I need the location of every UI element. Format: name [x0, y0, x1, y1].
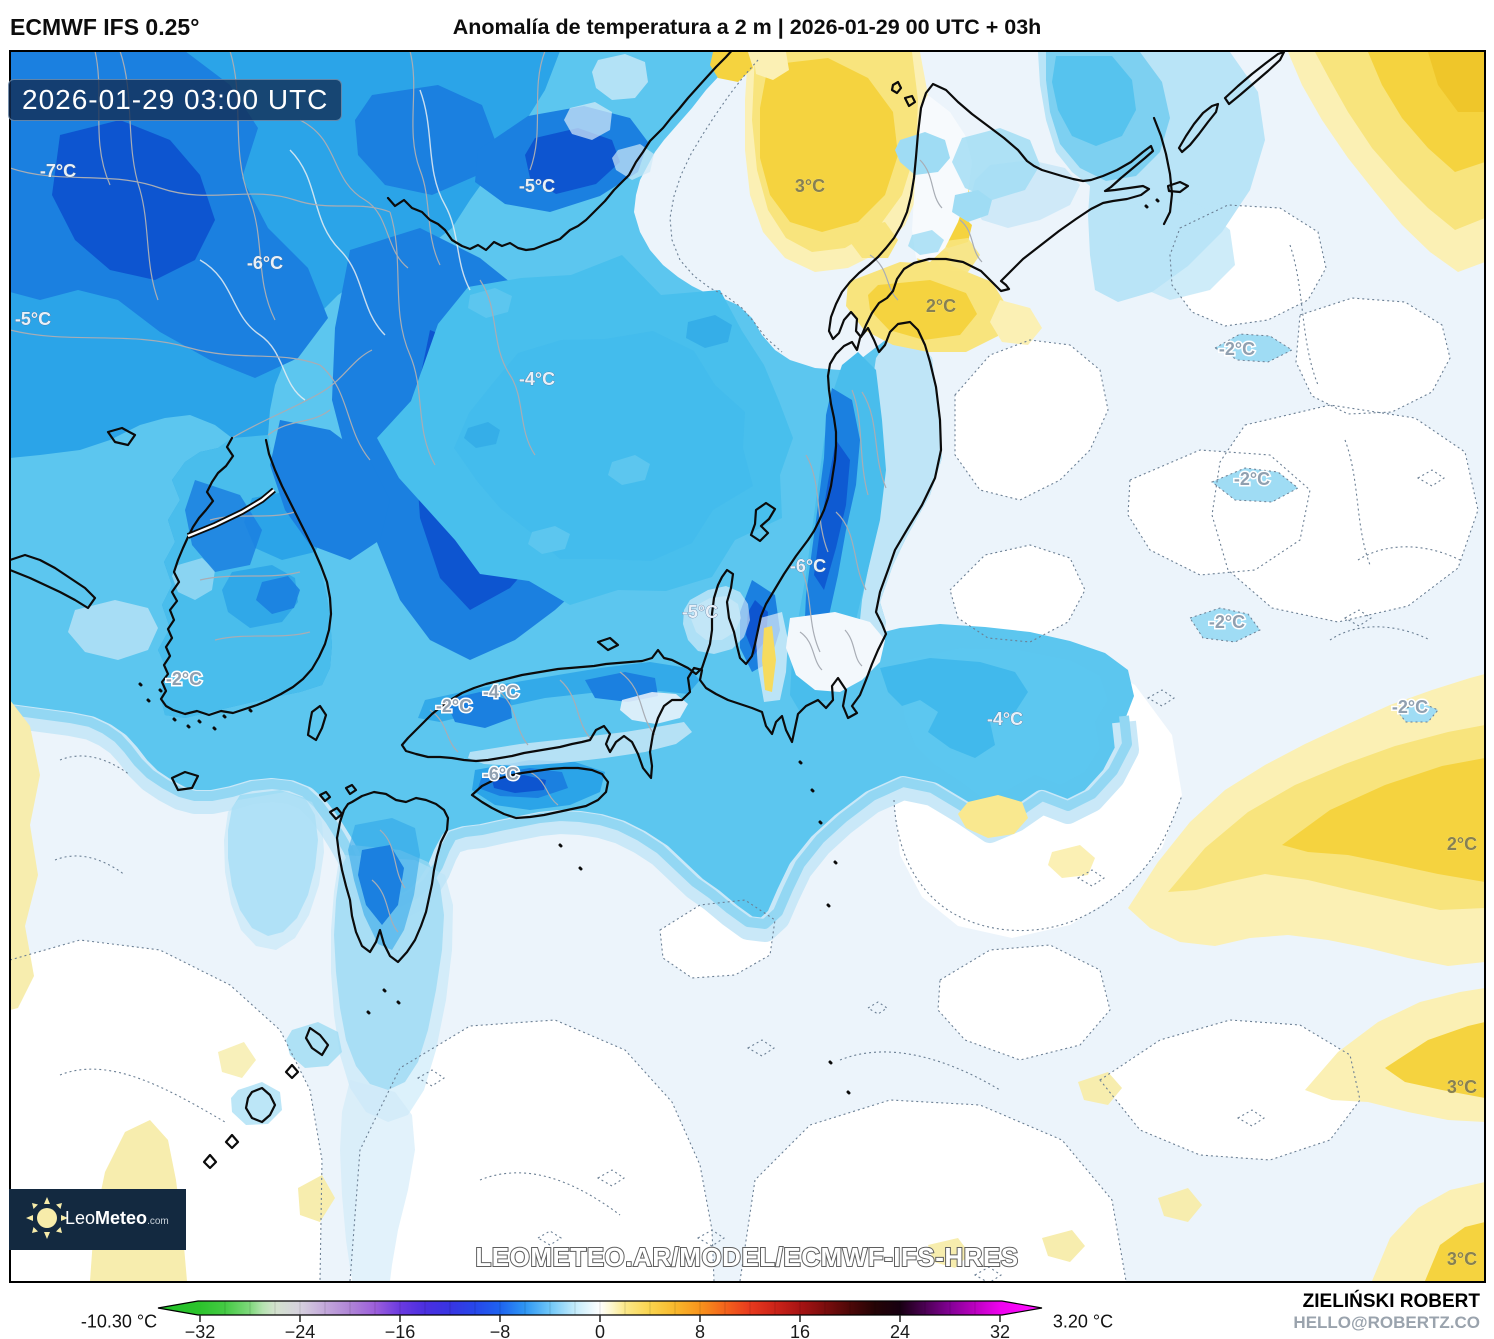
svg-text:-2°C: -2°C	[1219, 339, 1255, 359]
svg-text:-4°C: -4°C	[483, 682, 519, 702]
svg-text:2°C: 2°C	[926, 296, 956, 316]
svg-text:-2°C: -2°C	[1234, 469, 1270, 489]
svg-text:3°C: 3°C	[1447, 1249, 1477, 1269]
svg-text:-2°C: -2°C	[1392, 697, 1428, 717]
svg-text:-4°C: -4°C	[987, 709, 1023, 729]
svg-text:-4°C: -4°C	[519, 369, 555, 389]
svg-text:-6°C: -6°C	[483, 764, 519, 784]
svg-text:-5°C: -5°C	[15, 309, 51, 329]
svg-text:-5°C: -5°C	[682, 602, 718, 622]
svg-text:-5°C: -5°C	[519, 176, 555, 196]
svg-text:3°C: 3°C	[795, 176, 825, 196]
svg-text:-2°C: -2°C	[436, 696, 472, 716]
svg-text:-7°C: -7°C	[40, 161, 76, 181]
svg-text:3°C: 3°C	[1447, 1077, 1477, 1097]
svg-text:-6°C: -6°C	[790, 556, 826, 576]
svg-text:-2°C: -2°C	[166, 669, 202, 689]
svg-text:-6°C: -6°C	[247, 253, 283, 273]
svg-text:-2°C: -2°C	[1209, 612, 1245, 632]
svg-text:2°C: 2°C	[1447, 834, 1477, 854]
svg-text:LeoMeteo.com: LeoMeteo.com	[65, 1208, 169, 1228]
